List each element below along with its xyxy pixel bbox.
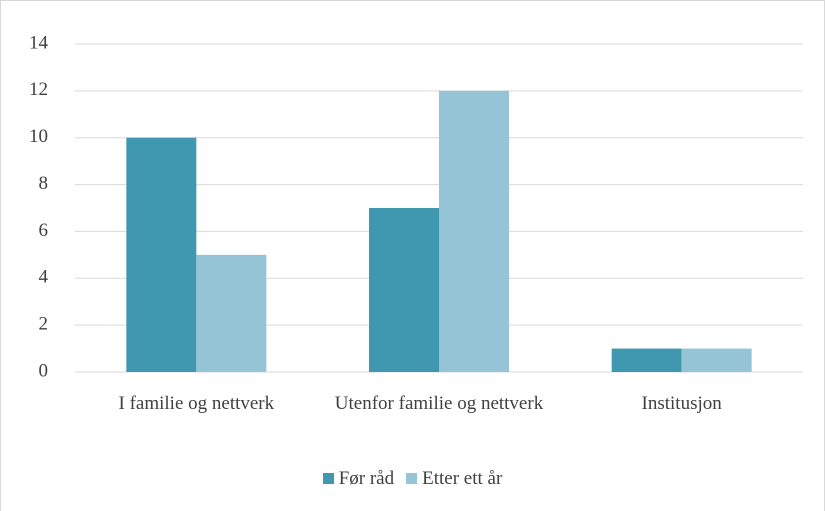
legend-item: Før råd bbox=[322, 468, 395, 490]
y-tick-label: 14 bbox=[29, 32, 49, 53]
bar bbox=[439, 90, 509, 372]
legend-label: Etter ett år bbox=[422, 468, 503, 489]
bar bbox=[611, 348, 682, 372]
x-tick-label: Institusjon bbox=[641, 393, 722, 414]
bar bbox=[681, 348, 752, 372]
legend-item: Etter ett år bbox=[406, 468, 502, 490]
y-tick-label: 10 bbox=[29, 126, 48, 147]
legend-label: Før råd bbox=[338, 468, 395, 489]
bar bbox=[196, 254, 267, 372]
legend: Før råd Etter ett år bbox=[0, 468, 825, 490]
y-tick-label: 8 bbox=[39, 173, 49, 194]
x-tick-label: I familie og nettverk bbox=[118, 393, 275, 414]
y-tick-label: 12 bbox=[29, 79, 48, 100]
y-tick-label: 4 bbox=[39, 267, 49, 288]
legend-swatch bbox=[406, 473, 418, 484]
bar bbox=[369, 208, 439, 372]
x-tick-label: Utenfor familie og nettverk bbox=[334, 393, 544, 414]
y-tick-label: 2 bbox=[39, 314, 49, 335]
legend-swatch bbox=[322, 473, 334, 484]
bar bbox=[126, 137, 197, 372]
y-tick-label: 6 bbox=[39, 220, 49, 241]
y-tick-label: 0 bbox=[39, 360, 49, 381]
